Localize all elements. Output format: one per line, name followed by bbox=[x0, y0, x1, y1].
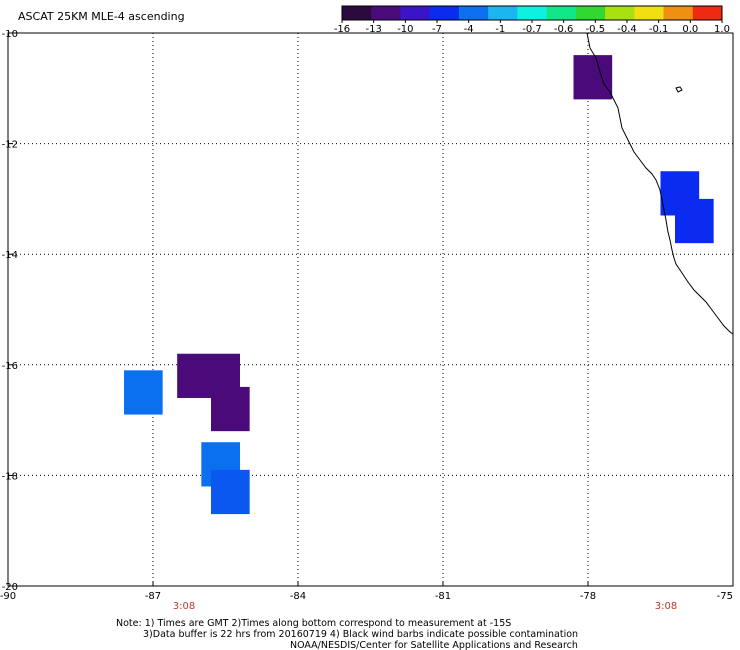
graticule bbox=[7, 32, 734, 587]
longitude-label: -90 bbox=[0, 591, 16, 602]
latitude-label: -18 bbox=[2, 471, 18, 482]
colorbar-tick-label: -7 bbox=[432, 24, 442, 35]
colorbar-swatch bbox=[517, 6, 548, 20]
colorbar-swatch bbox=[400, 6, 431, 20]
colorbar-swatch bbox=[692, 6, 723, 20]
measurement-time-label: 3:08 bbox=[655, 601, 677, 612]
colorbar-legend: -16 -13 -10 -7 -4 -1 -0.7 -0.6 -0.5 -0.4 -0.1 0.0 1.… bbox=[334, 5, 730, 35]
colorbar-swatch bbox=[342, 6, 372, 20]
footnote-line: Note: 1) Times are GMT 2)Times along bot… bbox=[116, 618, 511, 629]
colorbar-tick-label: -0.4 bbox=[617, 24, 637, 35]
measurement-cell bbox=[573, 55, 613, 100]
map-frame bbox=[7, 32, 734, 587]
longitude-label: -87 bbox=[145, 591, 161, 602]
colorbar-swatch bbox=[488, 6, 518, 20]
axis-labels: -10 -12 -14 -16 -18 -20-90 -87 -84 -81 -78 -75 bbox=[0, 29, 733, 602]
colorbar-tick-label: -0.1 bbox=[649, 24, 669, 35]
latitude-label: -16 bbox=[2, 361, 18, 372]
colorbar-swatch bbox=[546, 6, 577, 20]
measurement-cell bbox=[124, 370, 163, 415]
colorbar-tick-label: -4 bbox=[464, 24, 474, 35]
latitude-label: -14 bbox=[2, 250, 18, 261]
colorbar-tick-label: -0.5 bbox=[586, 24, 606, 35]
colorbar-tick-label: -13 bbox=[365, 24, 381, 35]
measurement-cell bbox=[675, 198, 714, 244]
colorbar-swatch bbox=[605, 6, 635, 20]
latitude-label: -12 bbox=[2, 140, 18, 151]
colorbar-swatch bbox=[634, 6, 665, 20]
colorbar-tick-label: 1.0 bbox=[714, 24, 730, 35]
measurement-cell bbox=[211, 469, 250, 515]
measurement-time-label: 3:08 bbox=[173, 601, 195, 612]
colorbar-tick-label: -0.7 bbox=[522, 24, 542, 35]
island-outline bbox=[675, 86, 683, 93]
colorbar-tick-label: -10 bbox=[397, 24, 413, 35]
measurement-cell bbox=[211, 386, 250, 432]
map-title: ASCAT 25KM MLE-4 ascending bbox=[18, 10, 185, 23]
measurement-cells bbox=[124, 55, 714, 515]
colorbar-swatch bbox=[575, 6, 606, 20]
longitude-label: -75 bbox=[717, 591, 733, 602]
colorbar-swatch bbox=[458, 6, 489, 20]
colorbar-swatch bbox=[371, 6, 401, 20]
latitude-label: -20 bbox=[2, 582, 18, 593]
longitude-label: -84 bbox=[290, 591, 306, 602]
footnotes: Note: 1) Times are GMT 2)Times along bot… bbox=[116, 618, 578, 650]
colorbar-swatch bbox=[663, 6, 694, 20]
colorbar-swatch bbox=[429, 6, 460, 20]
colorbar-tick-label: -0.6 bbox=[554, 24, 574, 35]
longitude-label: -78 bbox=[580, 591, 596, 602]
footnote-line: NOAA/NESDIS/Center for Satellite Applica… bbox=[290, 640, 578, 650]
colorbar-tick-label: 0.0 bbox=[682, 24, 698, 35]
map-plot-area bbox=[7, 32, 734, 587]
latitude-label: -10 bbox=[2, 29, 18, 40]
footnote-line: 3)Data buffer is 22 hrs from 20160719 4)… bbox=[143, 629, 578, 640]
colorbar-tick-label: -16 bbox=[334, 24, 350, 35]
colorbar-tick-label: -1 bbox=[495, 24, 505, 35]
time-labels: 3:08 3:08 bbox=[173, 601, 677, 612]
coastline bbox=[586, 32, 734, 335]
longitude-label: -81 bbox=[435, 591, 451, 602]
